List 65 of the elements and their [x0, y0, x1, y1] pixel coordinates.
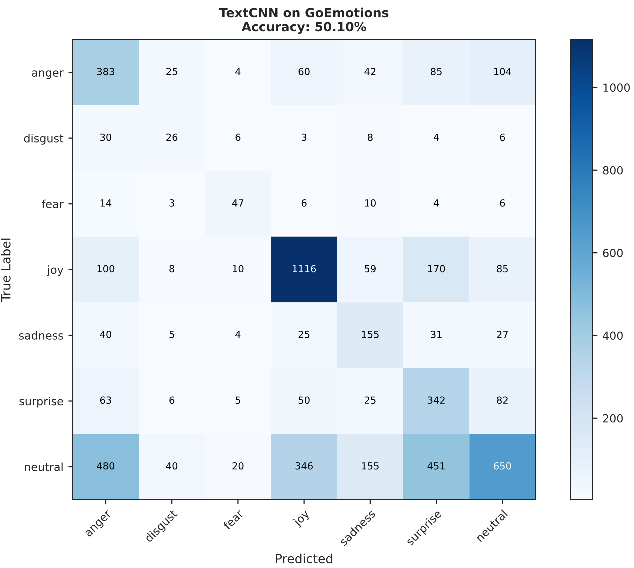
data-label: 85 — [431, 68, 442, 76]
x-tick-label: joy — [292, 509, 312, 528]
data-label: 10 — [365, 200, 376, 207]
y-tick-label: anger — [32, 70, 64, 80]
data-label: 342 — [428, 396, 445, 404]
data-label: 27 — [497, 330, 508, 338]
data-label: 59 — [365, 265, 376, 273]
chart-title: TextCNN on GoEmotions Accuracy: 50.10% — [219, 8, 389, 34]
data-label: 26 — [166, 134, 178, 142]
data-label: 30 — [100, 134, 112, 142]
data-label: 155 — [362, 462, 379, 470]
y-tick-label: neutral — [25, 462, 63, 472]
data-label: 8 — [170, 265, 175, 273]
data-label: 4 — [236, 68, 241, 76]
data-label: 6 — [500, 200, 506, 207]
data-label: 650 — [494, 462, 512, 470]
data-label: 6 — [170, 396, 175, 404]
y-tick-label: disgust — [24, 134, 64, 145]
x-axis-title: Predicted — [276, 554, 333, 564]
data-label: 1116 — [293, 265, 316, 273]
data-label: 383 — [97, 68, 114, 76]
data-label: 63 — [100, 396, 112, 404]
y-tick-label: sadness — [19, 331, 64, 340]
y-tick-label: fear — [42, 200, 64, 208]
data-label: 100 — [98, 265, 115, 273]
data-label: 85 — [497, 265, 508, 273]
data-label: 14 — [100, 200, 112, 207]
data-label: 3 — [302, 134, 307, 142]
data-label: 170 — [428, 265, 446, 273]
data-label: 4 — [434, 134, 440, 142]
color-bar-label: 200 — [603, 414, 623, 423]
color-bar-label: 600 — [603, 249, 623, 258]
color-bar-label: 800 — [603, 166, 623, 175]
data-label: 20 — [232, 462, 244, 470]
data-label: 25 — [298, 330, 310, 338]
data-label: 25 — [166, 68, 178, 76]
data-label: 5 — [236, 396, 240, 404]
data-label: 60 — [298, 68, 310, 76]
y-axis-title: True Label — [1, 238, 11, 302]
data-label: 346 — [296, 462, 313, 470]
data-label: 6 — [302, 200, 307, 207]
data-label: 8 — [368, 134, 373, 142]
data-label: 50 — [298, 396, 310, 404]
data-label: 104 — [494, 68, 512, 76]
data-label: 451 — [428, 462, 445, 470]
data-label: 40 — [100, 330, 112, 338]
data-label: 6 — [500, 134, 506, 142]
data-label: 42 — [364, 68, 376, 76]
data-label: 5 — [170, 331, 174, 338]
data-label: 3 — [170, 200, 174, 207]
data-label: 4 — [236, 331, 241, 338]
color-bar-label: 400 — [603, 332, 623, 340]
color-bar-label: 1000 — [604, 84, 630, 92]
y-tick-label: surprise — [20, 397, 64, 408]
data-label: 82 — [497, 396, 508, 404]
data-label: 155 — [362, 331, 379, 338]
data-label: 6 — [236, 134, 241, 142]
data-label: 10 — [233, 265, 244, 273]
data-label: 25 — [364, 396, 376, 404]
data-label: 40 — [166, 462, 178, 470]
data-label: 480 — [97, 462, 115, 470]
data-label: 4 — [434, 200, 440, 207]
data-label: 47 — [232, 200, 244, 207]
data-label: 31 — [431, 330, 442, 338]
y-tick-label: joy — [47, 266, 64, 276]
